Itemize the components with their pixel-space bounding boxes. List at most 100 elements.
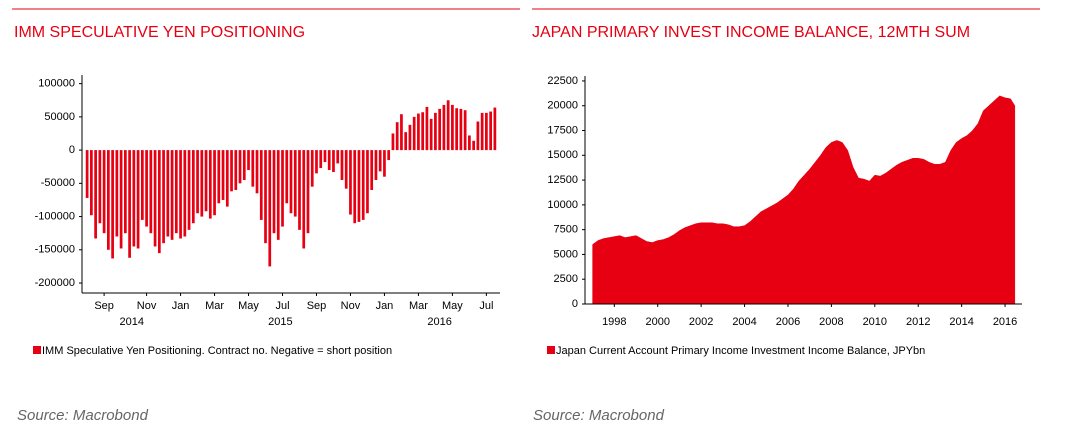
bar bbox=[132, 150, 136, 247]
bar bbox=[336, 150, 340, 164]
x-tick-label: Sep bbox=[307, 300, 327, 312]
bar bbox=[119, 150, 123, 249]
y-tick-label: 15000 bbox=[547, 149, 578, 161]
bar bbox=[149, 150, 153, 234]
bar bbox=[434, 112, 437, 151]
bar bbox=[332, 150, 335, 173]
bar bbox=[480, 112, 484, 151]
bar bbox=[85, 150, 89, 198]
bar bbox=[340, 150, 344, 181]
bar bbox=[412, 116, 416, 151]
bar bbox=[153, 150, 157, 247]
bar bbox=[208, 150, 212, 219]
bar bbox=[94, 150, 97, 239]
bar bbox=[493, 107, 497, 151]
legend-swatch bbox=[33, 346, 41, 354]
bar bbox=[179, 150, 182, 239]
bar bbox=[204, 150, 208, 212]
y-tick-label: 0 bbox=[69, 144, 75, 156]
x-tick-label: Mar bbox=[409, 300, 428, 312]
x-tick-label: 2014 bbox=[949, 316, 973, 328]
x-tick-label: 2010 bbox=[863, 316, 887, 328]
source: Source: Macrobond bbox=[533, 407, 665, 424]
bar bbox=[285, 150, 289, 204]
bar bbox=[221, 150, 225, 200]
x-tick-label: 2012 bbox=[906, 316, 930, 328]
bar bbox=[455, 108, 459, 151]
bar bbox=[264, 150, 267, 244]
bar bbox=[166, 150, 170, 237]
y-tick-label: 7500 bbox=[554, 224, 578, 236]
bar bbox=[417, 113, 420, 151]
bar bbox=[293, 150, 297, 217]
bar bbox=[451, 104, 454, 151]
bar bbox=[268, 150, 272, 267]
bar bbox=[489, 111, 492, 151]
bar bbox=[374, 150, 378, 181]
x-tick-label: Jul bbox=[275, 300, 289, 312]
bar bbox=[468, 135, 471, 151]
bar bbox=[349, 150, 352, 215]
bar bbox=[225, 150, 229, 207]
bar bbox=[217, 150, 221, 204]
bar bbox=[429, 118, 433, 151]
x-tick-label: 2000 bbox=[645, 316, 669, 328]
bar bbox=[476, 121, 480, 151]
bar bbox=[174, 150, 178, 234]
bar bbox=[323, 150, 327, 163]
bar bbox=[298, 150, 301, 230]
bar bbox=[400, 114, 403, 151]
bar bbox=[421, 112, 425, 151]
x-tick-label: Mar bbox=[205, 300, 224, 312]
x-year-label: 2015 bbox=[268, 316, 292, 328]
bar bbox=[370, 150, 374, 190]
x-tick-label: Jan bbox=[376, 300, 394, 312]
bar bbox=[387, 150, 391, 161]
bar bbox=[319, 150, 323, 169]
x-tick-label: May bbox=[442, 300, 463, 312]
bar bbox=[306, 150, 310, 234]
bar bbox=[289, 150, 293, 214]
y-tick-label: 50000 bbox=[44, 111, 75, 123]
bar bbox=[378, 150, 382, 172]
bar bbox=[170, 150, 174, 240]
x-tick-label: 2002 bbox=[689, 316, 713, 328]
bar bbox=[353, 150, 357, 224]
chart-title: IMM SPECULATIVE YEN POSITIONING bbox=[14, 24, 305, 41]
x-tick-label: Jul bbox=[479, 300, 493, 312]
bar bbox=[183, 150, 187, 237]
bar bbox=[157, 150, 161, 254]
bar bbox=[251, 150, 255, 187]
bar bbox=[472, 140, 475, 151]
bar bbox=[366, 150, 369, 214]
x-tick-label: Jan bbox=[172, 300, 190, 312]
bar bbox=[140, 150, 144, 220]
x-tick-label: 2004 bbox=[732, 316, 756, 328]
bar bbox=[310, 150, 314, 187]
bar bbox=[442, 104, 446, 151]
bar bbox=[247, 150, 250, 171]
y-tick-label: 5000 bbox=[554, 248, 578, 260]
y-tick-label: 0 bbox=[572, 298, 578, 310]
bar bbox=[102, 150, 106, 234]
x-tick-label: 2008 bbox=[819, 316, 843, 328]
bar bbox=[230, 150, 233, 192]
bar bbox=[200, 150, 204, 217]
x-tick-label: Nov bbox=[137, 300, 157, 312]
bar bbox=[272, 150, 276, 234]
bar bbox=[383, 150, 386, 177]
y-tick-label: -200000 bbox=[35, 277, 75, 289]
bar bbox=[395, 122, 399, 151]
bar bbox=[111, 150, 114, 259]
x-tick-label: May bbox=[238, 300, 259, 312]
bar bbox=[357, 150, 361, 222]
bar bbox=[446, 100, 450, 151]
y-tick-label: 22500 bbox=[547, 75, 578, 87]
bar bbox=[485, 112, 488, 151]
bar bbox=[128, 150, 131, 258]
y-tick-label: -100000 bbox=[35, 210, 75, 222]
bar bbox=[344, 150, 348, 189]
legend-label: Japan Current Account Primary Income Inv… bbox=[556, 345, 925, 357]
bar bbox=[115, 150, 119, 237]
